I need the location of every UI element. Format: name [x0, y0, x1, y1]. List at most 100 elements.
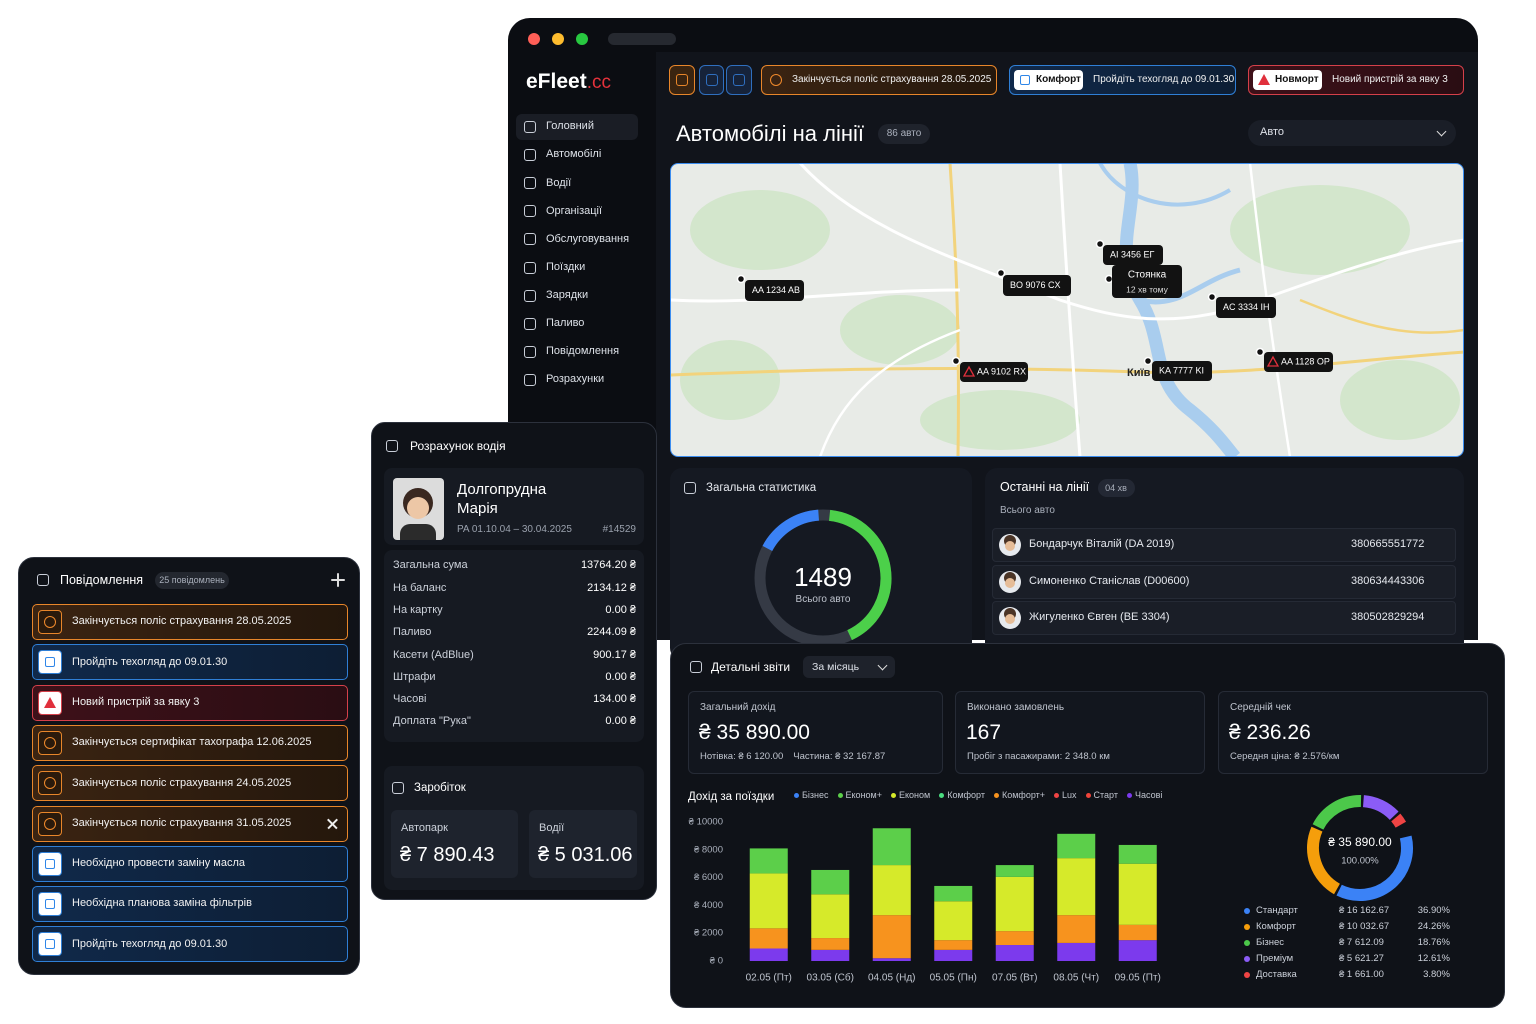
menu-item[interactable]: Зарядки [546, 288, 589, 301]
menu-item[interactable]: Головний [546, 120, 594, 133]
kpi-value: ₴ 35 890.00 [699, 721, 810, 745]
icon [524, 317, 536, 330]
icon [524, 261, 536, 274]
notification[interactable] [32, 926, 348, 963]
kpi-label: Загальний дохід [700, 702, 776, 713]
legend-label: Старт [1093, 790, 1118, 800]
legend-item[interactable]: Комфорт+ [993, 790, 1045, 800]
period-select[interactable] [803, 656, 895, 678]
legend-label: Преміум [1256, 953, 1294, 965]
notification-text: Закінчується поліс страхування 24.05.202… [72, 776, 292, 789]
filter-select[interactable] [1248, 120, 1456, 146]
menu-item[interactable]: Повідомлення [546, 345, 620, 358]
notification[interactable] [32, 886, 348, 923]
status-icon [44, 616, 56, 628]
notification-icon [38, 650, 62, 675]
icon-button[interactable] [726, 65, 752, 95]
notification-icon [38, 851, 62, 876]
logo-suffix: .cc [586, 72, 611, 93]
period-select-text: За місяць [812, 660, 860, 673]
icon [690, 661, 702, 673]
legend-swatch [794, 792, 799, 798]
notification[interactable] [32, 684, 348, 721]
kpi-value: ₴ 236.26 [1229, 721, 1311, 745]
legend-swatch [1054, 792, 1060, 798]
notification[interactable] [32, 724, 348, 761]
legend-item[interactable]: Часові [1127, 790, 1162, 800]
icon-button[interactable] [699, 65, 724, 95]
legend-label: Комфорт [1256, 921, 1296, 933]
menu-item[interactable]: Паливо [546, 317, 585, 329]
alert-text: Пройдіть техогляд до 09.01.30 [1093, 74, 1235, 85]
menu-item[interactable]: Розрахунки [546, 373, 605, 386]
legend-swatch [837, 792, 843, 798]
add-bar [337, 573, 339, 587]
calc-value: 2134.12 ₴ [587, 581, 636, 594]
earnings-value: ₴ 5 031.06 [538, 844, 633, 866]
legend-swatch [1127, 792, 1132, 798]
notifications-badge-text: 25 повідомлень [159, 574, 225, 585]
stats-total: 1489 [794, 561, 852, 592]
notification[interactable] [32, 805, 348, 842]
menu-item[interactable]: Водії [546, 176, 572, 189]
map-frame [670, 163, 1464, 457]
page-title: Автомобілі на лінії [676, 120, 864, 146]
notification-text: Новий пристрій за явку 3 [72, 695, 200, 708]
menu-item[interactable]: Обслуговування [546, 232, 630, 245]
notification[interactable] [32, 644, 348, 681]
recent-row[interactable] [992, 601, 1456, 635]
notification-icon [38, 892, 62, 917]
kpi-box [955, 691, 1205, 774]
legend-swatch [1244, 908, 1250, 914]
notification-text: Закінчується сертифікат тахографа 12.06.… [72, 736, 312, 749]
legend-label: Бізнес [802, 790, 829, 800]
stats-title: Загальна статистика [706, 481, 817, 494]
icon [705, 74, 718, 86]
icon-button[interactable] [669, 65, 695, 95]
legend-swatch [1244, 924, 1250, 930]
legend-item[interactable]: Економ+ [837, 790, 882, 800]
legend-item[interactable]: Комфорт [939, 790, 985, 800]
legend-amount: ₴ 5 621.27 [1339, 953, 1384, 965]
recent-row[interactable] [992, 528, 1456, 562]
legend-label: Економ [898, 790, 931, 800]
driver-id: #14529 [602, 524, 636, 535]
legend-label: Доставка [1256, 969, 1297, 981]
legend: Бізнес Економ+ Економ Комфорт Комфорт+ Lux Ста… [794, 790, 1162, 800]
legend-label: Бізнес [1256, 937, 1284, 949]
calc-value: 0.00 ₴ [605, 715, 636, 728]
notification[interactable] [32, 845, 348, 882]
calc-label: Загальна сума [393, 559, 468, 572]
recent-row[interactable] [992, 564, 1456, 599]
menu-item[interactable]: Автомобілі [546, 148, 602, 161]
notification[interactable] [32, 604, 348, 640]
legend-amount: ₴ 7 612.09 [1339, 937, 1384, 949]
icon [524, 177, 536, 190]
alert-text: Новий пристрій за явку 3 [1332, 74, 1448, 85]
icon [524, 149, 536, 162]
driver-phone: 380665551772 [1351, 538, 1425, 551]
menu-item[interactable]: Організації [546, 204, 603, 217]
notification[interactable] [32, 765, 348, 802]
kpi-note: Середня ціна: ₴ 2.576/км [1230, 751, 1340, 762]
recent-subtitle: Всього авто [1000, 505, 1055, 516]
chart-title: Дохід за поїздки [688, 790, 775, 803]
photo-shoulders [400, 524, 436, 540]
status-icon [1020, 75, 1030, 85]
recent-badge [1098, 479, 1135, 497]
window-minimize [552, 33, 564, 45]
alert-tag-text: Комфорт [1036, 74, 1081, 85]
driver-name: Марія [457, 500, 498, 517]
driver-name: Бондарчук Віталій (DA 2019) [1029, 538, 1175, 551]
alert-pill[interactable] [761, 65, 997, 95]
legend-item[interactable]: Старт [1085, 790, 1118, 800]
menu-item[interactable]: Поїздки [546, 260, 586, 273]
legend-item[interactable]: Lux [1054, 790, 1077, 800]
legend-item[interactable]: Бізнес [794, 790, 829, 800]
calc-label: Штрафи [393, 670, 436, 683]
legend-item[interactable]: Економ [890, 790, 931, 800]
driver-card-title: Розрахунок водія [410, 438, 506, 453]
window-zoom [576, 33, 588, 45]
count-badge [878, 124, 930, 144]
kpi-note: Нотівка: ₴ 6 120.00 [700, 751, 784, 762]
